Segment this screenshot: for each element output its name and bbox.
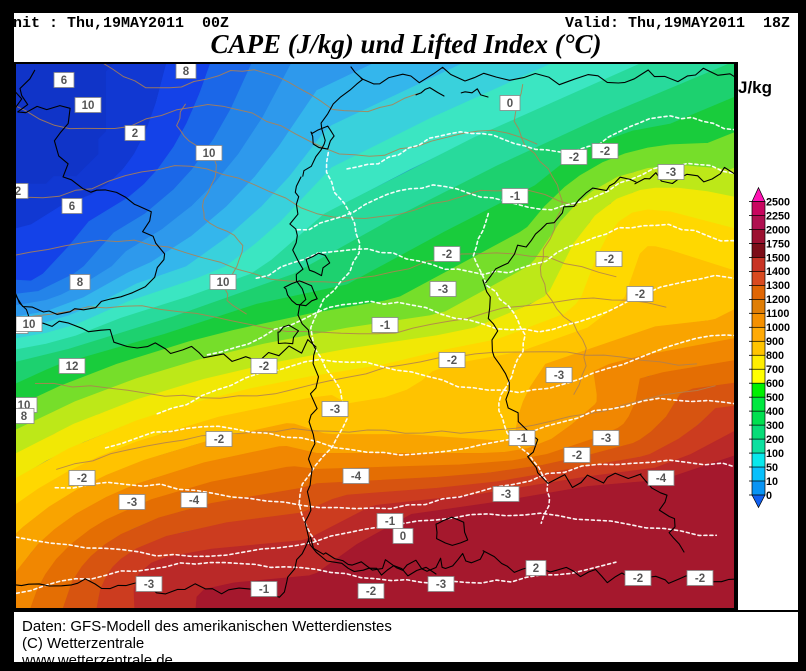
- svg-text:-3: -3: [144, 579, 154, 591]
- svg-text:-4: -4: [351, 471, 362, 483]
- svg-text:2000: 2000: [766, 224, 790, 236]
- svg-text:2500: 2500: [766, 196, 790, 208]
- svg-text:2: 2: [16, 186, 21, 198]
- svg-text:300: 300: [766, 420, 784, 432]
- svg-text:2: 2: [533, 563, 539, 575]
- svg-text:-1: -1: [517, 433, 528, 445]
- svg-text:10: 10: [82, 100, 95, 112]
- svg-text:-3: -3: [666, 167, 676, 179]
- svg-text:-3: -3: [501, 489, 511, 501]
- svg-text:12: 12: [66, 361, 79, 373]
- svg-text:1750: 1750: [766, 238, 790, 250]
- svg-text:-2: -2: [447, 355, 457, 367]
- svg-text:-2: -2: [695, 573, 705, 585]
- svg-text:-2: -2: [635, 289, 645, 301]
- svg-text:-4: -4: [189, 495, 200, 507]
- svg-text:1200: 1200: [766, 294, 790, 306]
- svg-text:-2: -2: [633, 573, 643, 585]
- svg-text:900: 900: [766, 336, 784, 348]
- svg-text:-4: -4: [656, 473, 667, 485]
- svg-text:8: 8: [21, 411, 28, 423]
- svg-text:1000: 1000: [766, 322, 790, 334]
- svg-text:-3: -3: [601, 433, 611, 445]
- svg-text:-2: -2: [259, 361, 269, 373]
- svg-text:10: 10: [766, 476, 778, 488]
- svg-text:-3: -3: [127, 497, 137, 509]
- svg-text:10: 10: [203, 148, 216, 160]
- svg-text:100: 100: [766, 448, 784, 460]
- svg-text:700: 700: [766, 364, 784, 376]
- svg-text:400: 400: [766, 406, 784, 418]
- svg-text:2250: 2250: [766, 210, 790, 222]
- svg-text:50: 50: [766, 462, 778, 474]
- svg-text:-3: -3: [554, 370, 564, 382]
- svg-text:-1: -1: [385, 516, 396, 528]
- svg-text:1300: 1300: [766, 280, 790, 292]
- svg-text:-2: -2: [569, 152, 579, 164]
- svg-text:0: 0: [507, 98, 513, 110]
- svg-text:500: 500: [766, 392, 784, 404]
- svg-text:8: 8: [183, 66, 190, 78]
- svg-text:-2: -2: [442, 249, 452, 261]
- svg-text:10: 10: [23, 319, 36, 331]
- svg-text:1400: 1400: [766, 266, 790, 278]
- svg-text:600: 600: [766, 378, 784, 390]
- svg-text:-2: -2: [600, 146, 610, 158]
- svg-text:6: 6: [61, 75, 67, 87]
- svg-text:6: 6: [69, 201, 75, 213]
- svg-text:1500: 1500: [766, 252, 790, 264]
- svg-text:-2: -2: [572, 450, 582, 462]
- svg-text:800: 800: [766, 350, 784, 362]
- svg-text:-2: -2: [214, 434, 224, 446]
- svg-text:-3: -3: [436, 579, 446, 591]
- svg-text:-2: -2: [77, 473, 87, 485]
- svg-text:-1: -1: [259, 584, 270, 596]
- svg-text:-3: -3: [330, 404, 340, 416]
- svg-text:-2: -2: [604, 254, 614, 266]
- svg-text:0: 0: [766, 490, 772, 502]
- svg-text:8: 8: [77, 277, 84, 289]
- svg-text:-1: -1: [510, 191, 521, 203]
- svg-text:200: 200: [766, 434, 784, 446]
- svg-text:1100: 1100: [766, 308, 789, 320]
- svg-text:2: 2: [132, 128, 138, 140]
- svg-text:-1: -1: [380, 320, 391, 332]
- svg-text:-3: -3: [438, 284, 448, 296]
- svg-text:-2: -2: [366, 586, 376, 598]
- svg-text:10: 10: [217, 277, 230, 289]
- svg-text:0: 0: [400, 531, 406, 543]
